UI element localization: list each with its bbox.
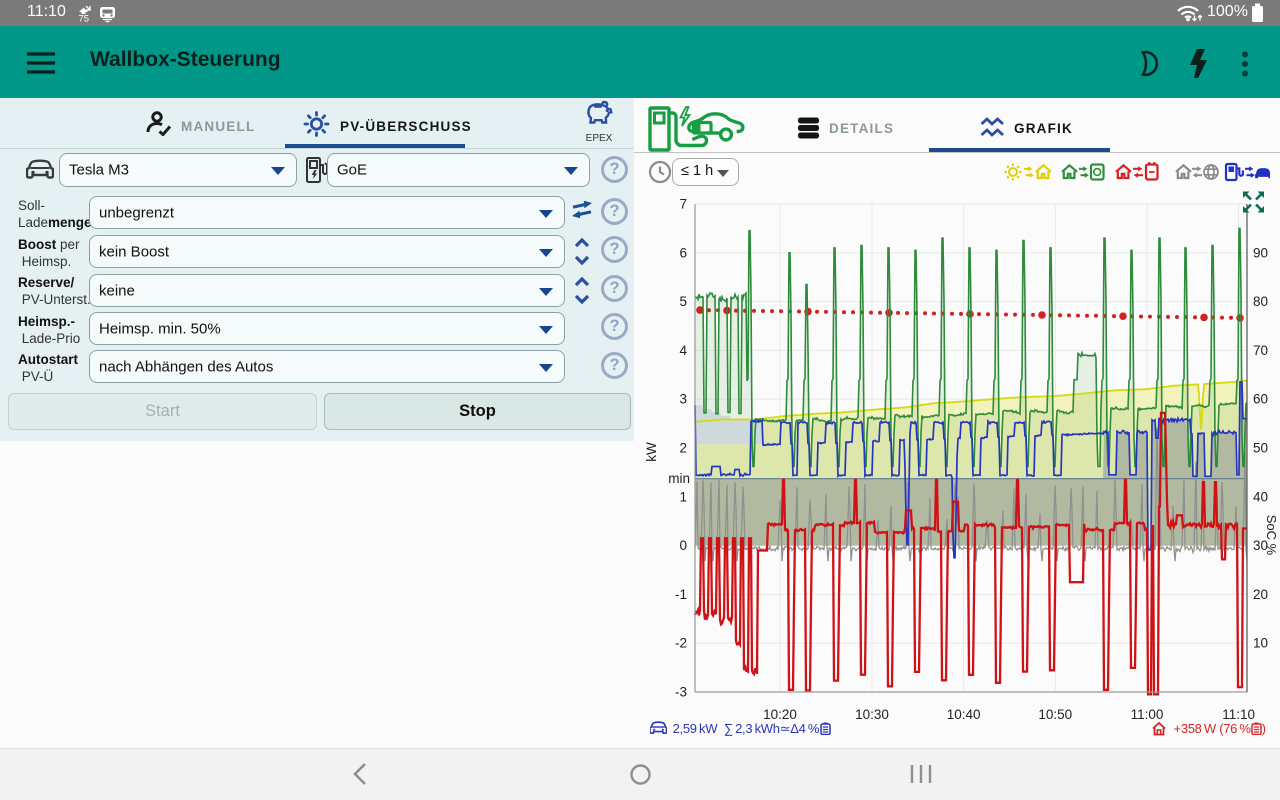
- svg-text:1: 1: [679, 489, 687, 504]
- svg-text:-1: -1: [675, 587, 687, 602]
- svg-text:3: 3: [679, 392, 687, 407]
- svg-text:11:10: 11:10: [1222, 707, 1255, 722]
- svg-text:60: 60: [1253, 392, 1268, 407]
- svg-text:SoC %: SoC %: [1264, 515, 1279, 556]
- svg-text:70: 70: [1253, 343, 1268, 358]
- svg-text:10:40: 10:40: [947, 707, 981, 722]
- svg-text:0: 0: [679, 538, 687, 553]
- svg-text:-3: -3: [675, 685, 687, 700]
- svg-text:6: 6: [679, 245, 687, 260]
- svg-text:10: 10: [1253, 636, 1268, 651]
- svg-text:30: 30: [1253, 538, 1268, 553]
- svg-text:80: 80: [1253, 294, 1268, 309]
- svg-text:2: 2: [679, 441, 687, 456]
- svg-text:4: 4: [679, 343, 687, 358]
- svg-text:kW: kW: [644, 442, 659, 462]
- svg-text:50: 50: [1253, 441, 1268, 456]
- svg-text:10:20: 10:20: [763, 707, 797, 722]
- svg-text:7: 7: [679, 197, 687, 212]
- svg-text:90: 90: [1253, 245, 1268, 260]
- svg-text:40: 40: [1253, 489, 1268, 504]
- svg-text:min: min: [668, 471, 690, 486]
- svg-text:20: 20: [1253, 587, 1268, 602]
- svg-text:5: 5: [679, 294, 687, 309]
- svg-text:75: 75: [79, 14, 90, 24]
- svg-text:10:30: 10:30: [855, 707, 889, 722]
- svg-text:11:00: 11:00: [1131, 707, 1164, 722]
- svg-text:10:50: 10:50: [1038, 707, 1072, 722]
- svg-text:-2: -2: [675, 636, 687, 651]
